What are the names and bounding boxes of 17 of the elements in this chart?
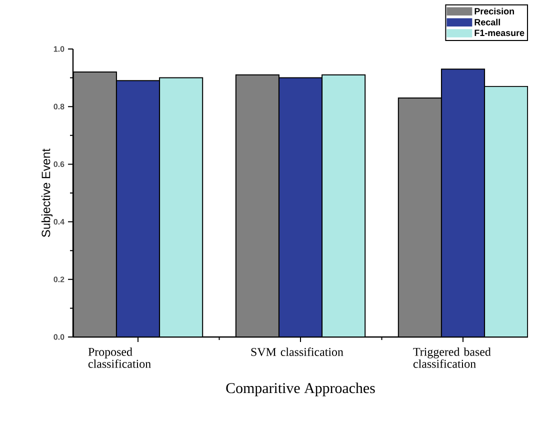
bar <box>322 74 366 337</box>
bar <box>398 97 442 337</box>
x-tick-label: SVM classification <box>251 347 344 356</box>
legend-label: Precision <box>474 8 514 14</box>
bar <box>278 77 323 337</box>
bar <box>116 80 160 337</box>
bar <box>440 68 486 337</box>
bar <box>73 72 116 337</box>
x-tick-label: Proposed classification <box>88 347 151 368</box>
bar <box>160 78 203 337</box>
bar <box>484 86 528 337</box>
x-axis-title: Comparitive Approaches <box>226 382 375 396</box>
bar <box>235 74 280 337</box>
y-axis-title: Subjective Event <box>41 148 53 237</box>
legend-label: Recall <box>474 18 500 26</box>
x-tick-label: Triggered based classification <box>413 347 491 368</box>
legend-label: F1-measure <box>474 30 524 36</box>
